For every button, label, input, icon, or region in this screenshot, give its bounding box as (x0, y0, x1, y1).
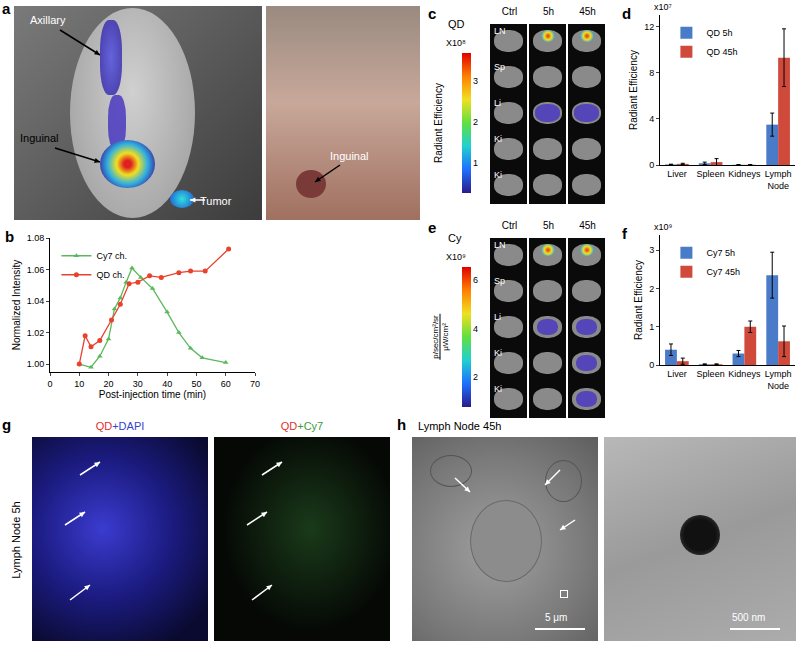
svg-text:8: 8 (649, 68, 654, 78)
html-text:Ki: Ki (494, 170, 502, 180)
html-text:QD +DAPI: QD +DAPI (95, 420, 145, 432)
svg-text:QD 45h: QD 45h (706, 47, 737, 57)
html-text:500 nm: 500 nm (732, 612, 766, 623)
svg-text:60: 60 (221, 379, 231, 389)
svg-text:Post-injection time (min): Post-injection time (min) (99, 389, 206, 400)
html-text:4: 4 (473, 323, 478, 334)
html-text:Sp: Sp (494, 62, 505, 72)
svg-text:LymphNode: LymphNode (765, 369, 792, 391)
svg-text:0: 0 (47, 379, 52, 389)
html-text:3: 3 (473, 75, 478, 86)
html-text:45h: 45h (579, 6, 596, 17)
html-text:c: c (428, 5, 437, 22)
html-text:Radiant Efficiency: Radiant Efficiency (432, 83, 444, 163)
html-text:Ki: Ki (494, 134, 502, 144)
html-text:QD: QD (448, 18, 465, 30)
svg-text:Radiant Efficiency: Radiant Efficiency (628, 50, 639, 130)
html-text:Sp: Sp (494, 276, 505, 286)
svg-text:1: 1 (649, 322, 654, 332)
svg-text:50: 50 (191, 379, 201, 389)
svg-text:x10⁹: x10⁹ (654, 222, 673, 232)
html-text:5h: 5h (542, 6, 555, 17)
html-text:Inguinal: Inguinal (20, 132, 59, 144)
svg-text:12: 12 (644, 22, 654, 32)
svg-text:d: d (622, 5, 631, 22)
svg-text:30: 30 (133, 379, 143, 389)
svg-text:Cy7 ch.: Cy7 ch. (96, 251, 127, 261)
html-text:LN: LN (494, 26, 506, 36)
svg-text:3: 3 (649, 245, 654, 255)
html-text:Tumor: Tumor (200, 195, 232, 207)
html-text:Lymph Node 45h: Lymph Node 45h (418, 420, 502, 432)
svg-text:70: 70 (250, 379, 260, 389)
svg-text:1.08: 1.08 (27, 233, 45, 243)
svg-text:QD 5h: QD 5h (706, 28, 732, 38)
html-text:p/sec/cm²/sr: p/sec/cm²/sr (430, 315, 440, 359)
html-text:Axillary: Axillary (30, 14, 66, 26)
html-text:6: 6 (473, 275, 478, 286)
html-text:Ctrl: Ctrl (501, 6, 518, 17)
html-text:Ctrl: Ctrl (501, 220, 518, 231)
svg-text:Radiant Efficiency: Radiant Efficiency (633, 260, 644, 340)
html-text:Lymph Node 5h: Lymph Node 5h (10, 501, 22, 579)
svg-text:f: f (622, 225, 628, 242)
html-text:1: 1 (473, 158, 478, 169)
svg-text:b: b (5, 228, 14, 245)
svg-text:40: 40 (162, 379, 172, 389)
svg-text:1.02: 1.02 (27, 328, 45, 338)
html-text:5h: 5h (542, 220, 555, 231)
html-text:X10⁸: X10⁸ (446, 38, 466, 48)
html-text:2: 2 (473, 372, 478, 382)
svg-text:Spleen: Spleen (697, 369, 725, 379)
svg-text:Kidneys: Kidneys (728, 369, 761, 379)
html-text:e: e (428, 219, 437, 236)
svg-text:0: 0 (649, 360, 654, 370)
svg-text:0: 0 (649, 160, 654, 170)
html-text:μW/cm²: μW/cm² (440, 323, 450, 351)
svg-text:Normalized Intensity: Normalized Intensity (11, 260, 22, 351)
html-text:X10⁹: X10⁹ (446, 252, 466, 262)
html-text:LN: LN (494, 240, 506, 250)
svg-text:4: 4 (649, 114, 654, 124)
svg-text:Cy7 45h: Cy7 45h (706, 267, 740, 277)
svg-text:Cy7 5h: Cy7 5h (706, 248, 735, 258)
html-text:Ki: Ki (494, 348, 502, 358)
svg-text:1.04: 1.04 (27, 296, 45, 306)
svg-text:20: 20 (104, 379, 114, 389)
html-text:QD +Cy7: QD +Cy7 (280, 420, 324, 432)
html-text:g: g (2, 416, 12, 433)
svg-text:10: 10 (74, 379, 84, 389)
html-text:Li: Li (494, 312, 501, 322)
svg-text:Liver: Liver (667, 369, 687, 379)
html-text:Inguinal: Inguinal (330, 150, 369, 162)
svg-text:Kidneys: Kidneys (728, 169, 761, 179)
html-text:h: h (397, 416, 407, 433)
svg-text:x10⁷: x10⁷ (654, 2, 672, 12)
svg-text:1.00: 1.00 (27, 359, 45, 369)
svg-text:Liver: Liver (667, 169, 687, 179)
html-text:45h: 45h (579, 220, 596, 231)
html-text:2: 2 (473, 117, 478, 127)
html-text:Li: Li (494, 98, 501, 108)
svg-text:QD ch.: QD ch. (96, 270, 124, 280)
html-text:Ki: Ki (494, 384, 502, 394)
svg-text:Spleen: Spleen (697, 169, 725, 179)
svg-text:1.06: 1.06 (27, 265, 45, 275)
html-text:a: a (2, 0, 11, 17)
html-text:Cy: Cy (448, 232, 462, 244)
svg-text:2: 2 (649, 284, 654, 294)
svg-text:LymphNode: LymphNode (765, 169, 792, 191)
html-text:5 μm: 5 μm (545, 612, 568, 623)
